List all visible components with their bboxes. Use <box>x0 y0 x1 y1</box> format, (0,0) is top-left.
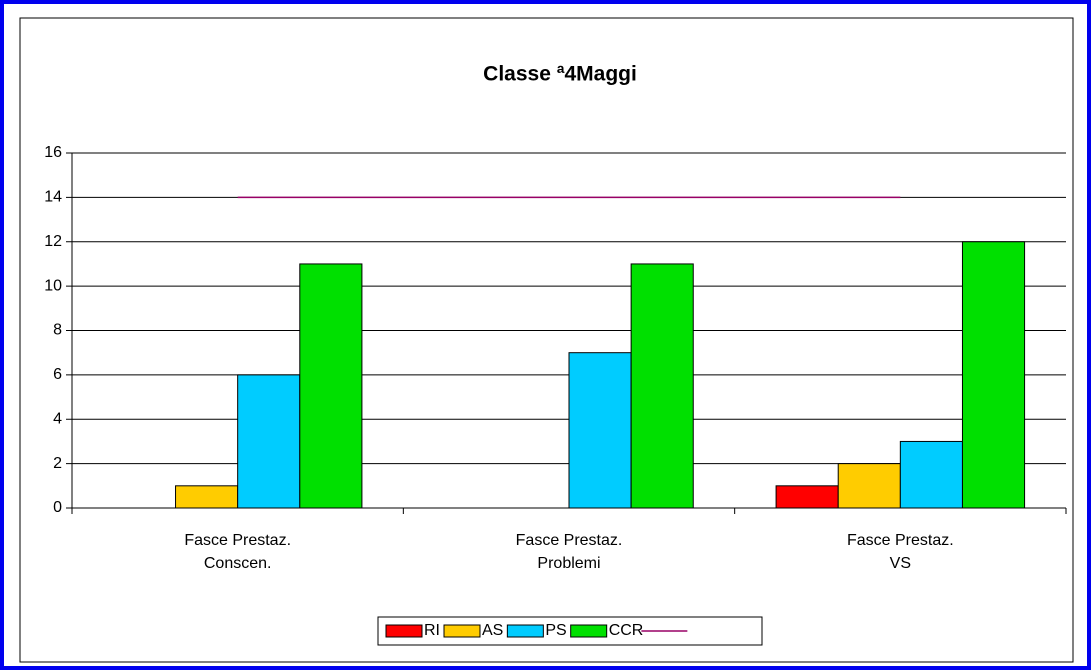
bar <box>175 485 239 509</box>
bar <box>775 485 839 509</box>
legend-label: AS <box>482 622 503 639</box>
x-tick-label-line: Fasce Prestaz. <box>516 532 623 549</box>
x-tick-label: Fasce Prestaz. Problemi <box>516 532 623 572</box>
chart-area <box>19 17 1074 663</box>
x-tick-label-line: VS <box>890 555 911 572</box>
y-tick-label: 16 <box>44 144 62 161</box>
x-tick-label-line: Problemi <box>537 555 600 572</box>
bar <box>837 463 901 509</box>
bar <box>299 263 363 509</box>
legend-swatch <box>443 624 481 638</box>
legend-swatch <box>385 624 423 638</box>
legend-swatch <box>570 624 608 638</box>
legend-label: RI <box>424 622 440 639</box>
y-tick-label: 4 <box>53 410 62 427</box>
chart-title: Classe ª4Maggi <box>483 63 637 86</box>
y-tick-label: 12 <box>44 233 62 250</box>
legend-label: PS <box>545 622 566 639</box>
x-tick-label-line: Conscen. <box>204 555 272 572</box>
y-tick-label: 8 <box>53 322 62 339</box>
bar <box>237 374 301 509</box>
legend-swatch <box>506 624 544 638</box>
bar <box>568 352 632 509</box>
x-tick-label-line: Fasce Prestaz. <box>184 532 291 549</box>
legend-box <box>377 616 763 646</box>
y-tick-label: 10 <box>44 277 62 294</box>
bar <box>899 440 963 509</box>
x-tick-label: Fasce Prestaz. Conscen. <box>184 532 291 572</box>
y-tick-label: 6 <box>53 366 62 383</box>
legend-label: CCR <box>609 622 644 639</box>
y-tick-label: 0 <box>53 499 62 516</box>
y-tick-label: 14 <box>44 189 62 206</box>
y-tick-label: 2 <box>53 455 62 472</box>
x-tick-label: Fasce Prestaz. VS <box>847 532 954 572</box>
bar <box>630 263 694 509</box>
bar <box>961 241 1026 509</box>
x-tick-label-line: Fasce Prestaz. <box>847 532 954 549</box>
